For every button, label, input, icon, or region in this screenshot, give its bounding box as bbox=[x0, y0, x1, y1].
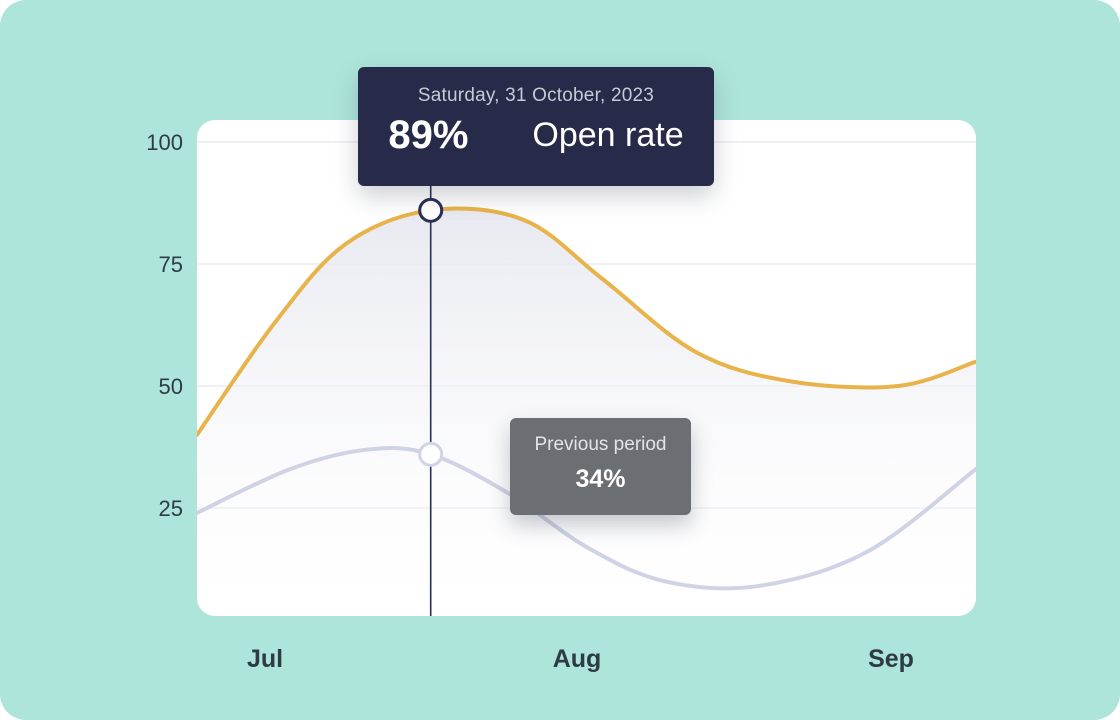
previous-period-tooltip: Previous period 34% bbox=[510, 418, 691, 515]
tooltip-date: Saturday, 31 October, 2023 bbox=[417, 85, 655, 106]
open-rate-area bbox=[197, 208, 976, 616]
previous-period-label: Previous period bbox=[534, 434, 667, 455]
previous-period-point bbox=[418, 441, 444, 467]
open-rate-point bbox=[418, 197, 444, 223]
tooltip-value: 89% bbox=[388, 113, 469, 157]
tooltip-label: Open rate bbox=[532, 116, 684, 154]
x-tick-sep: Sep bbox=[868, 645, 914, 673]
x-tick-aug: Aug bbox=[553, 645, 602, 673]
x-tick-jul: Jul bbox=[247, 645, 283, 673]
open-rate-tooltip: Saturday, 31 October, 2023 89% 😁 Open ra… bbox=[358, 67, 714, 186]
y-tick-25: 25 bbox=[159, 496, 183, 521]
previous-period-line bbox=[197, 445, 976, 591]
open-rate-line bbox=[197, 206, 976, 437]
grinning-face-icon: 😁 bbox=[480, 116, 520, 156]
y-tick-50: 50 bbox=[159, 374, 183, 399]
previous-period-value: 34% bbox=[575, 465, 626, 493]
y-tick-75: 75 bbox=[159, 252, 183, 277]
y-tick-100: 100 bbox=[146, 130, 183, 155]
